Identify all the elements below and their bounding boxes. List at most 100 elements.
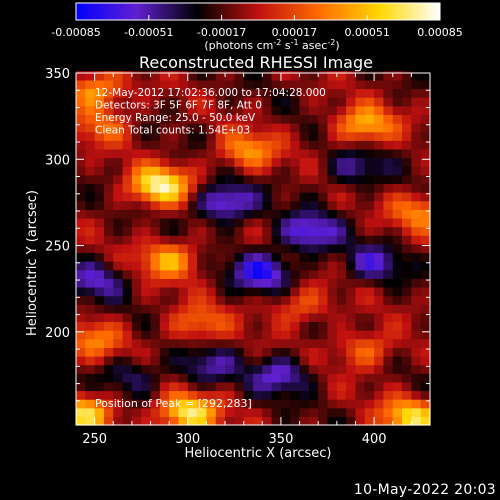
heatmap-cell (131, 295, 142, 305)
heatmap-cell (197, 321, 208, 331)
heatmap-cell (318, 304, 329, 314)
heatmap-cell (383, 321, 394, 331)
heatmap-cell (197, 123, 208, 133)
heatmap-cell (113, 97, 124, 107)
heatmap-cell (150, 338, 161, 348)
heatmap-cell (76, 226, 86, 236)
heatmap-cell (374, 148, 385, 159)
heatmap-cell (271, 140, 282, 150)
heatmap-cell (234, 355, 245, 366)
heatmap-cell (280, 192, 291, 202)
heatmap-cell (336, 330, 347, 340)
heatmap-cell (243, 105, 254, 116)
heatmap-cell (94, 364, 105, 374)
heatmap-cell (308, 217, 319, 228)
heatmap-cell (131, 338, 142, 348)
heatmap-cell (225, 235, 235, 245)
heatmap-cell (243, 269, 254, 279)
heatmap-cell (253, 166, 263, 176)
heatmap-cell (187, 355, 198, 366)
heatmap-cell (336, 295, 347, 305)
heatmap-cell (206, 364, 217, 374)
heatmap-cell (206, 373, 217, 383)
heatmap-cell (169, 243, 180, 254)
heatmap-cell (225, 174, 235, 185)
heatmap-cell (299, 261, 310, 271)
heatmap-cell (364, 235, 375, 245)
heatmap-cell (113, 364, 124, 374)
heatmap-cell (141, 243, 152, 254)
heatmap-cell (299, 390, 310, 400)
heatmap-cell (131, 123, 142, 133)
heatmap-cell (234, 174, 245, 185)
heatmap-cell (159, 390, 170, 400)
heatmap-cell (122, 286, 133, 297)
heatmap-cell (178, 321, 189, 331)
heatmap-cell (131, 252, 142, 262)
heatmap-cell (308, 330, 319, 340)
heatmap-cell (141, 183, 152, 193)
heatmap-cell (420, 261, 431, 271)
heatmap-cell (215, 338, 226, 348)
heatmap-cell (141, 97, 152, 107)
heatmap-cell (206, 226, 217, 236)
heatmap-cell (327, 71, 338, 81)
heatmap-cell (355, 278, 366, 288)
heatmap-cell (262, 183, 273, 193)
heatmap-cell (336, 347, 347, 357)
heatmap-cell (122, 347, 133, 357)
heatmap-cell (85, 269, 96, 279)
heatmap-cell (355, 261, 366, 271)
heatmap-cell (262, 390, 273, 400)
heatmap-cell (411, 312, 422, 323)
heatmap-cell (299, 71, 310, 81)
heatmap-cell (327, 416, 338, 426)
heatmap-cell (318, 79, 329, 90)
heatmap-cell (243, 71, 254, 81)
heatmap-cell (280, 148, 291, 159)
heatmap-cell (169, 192, 180, 202)
heatmap-cell (262, 364, 273, 374)
heatmap-cell (187, 364, 198, 374)
heatmap-cell (197, 407, 208, 417)
heatmap-cell (280, 304, 291, 314)
heatmap-cell (103, 71, 114, 81)
heatmap-cell (420, 79, 431, 90)
heatmap-cell (178, 114, 189, 124)
heatmap-cell (253, 373, 263, 383)
heatmap-cell (411, 364, 422, 374)
heatmap-cell (159, 174, 170, 185)
heatmap-cell (243, 217, 254, 228)
heatmap-cell (178, 243, 189, 254)
heatmap-cell (234, 226, 245, 236)
heatmap-cell (178, 278, 189, 288)
heatmap-cell (225, 209, 235, 219)
heatmap-cell (243, 416, 254, 426)
heatmap-cell (76, 174, 86, 185)
heatmap-cell (169, 71, 180, 81)
heatmap-cell (169, 226, 180, 236)
heatmap-cell (364, 157, 375, 167)
heatmap-cell (411, 278, 422, 288)
heatmap-cell (150, 166, 161, 176)
heatmap-cell (280, 140, 291, 150)
heatmap-cell (374, 407, 385, 417)
heatmap-cell (122, 105, 133, 116)
heatmap-cell (308, 399, 319, 409)
colorbar-gradient (75, 2, 441, 21)
heatmap-cell (141, 71, 152, 81)
heatmap-cell (280, 399, 291, 409)
heatmap-cell (271, 355, 282, 366)
heatmap-cell (364, 148, 375, 159)
y-axis-label: Heliocentric Y (arcsec) (25, 190, 40, 336)
heatmap-cell (103, 373, 114, 383)
heatmap-cell (103, 416, 114, 426)
heatmap-cell (169, 123, 180, 133)
heatmap-cell (169, 183, 180, 193)
heatmap-cell (402, 355, 412, 366)
heatmap-cell (327, 235, 338, 245)
heatmap-cell (364, 399, 375, 409)
heatmap-cell (159, 261, 170, 271)
heatmap-cell (131, 321, 142, 331)
heatmap-cell (383, 355, 394, 366)
